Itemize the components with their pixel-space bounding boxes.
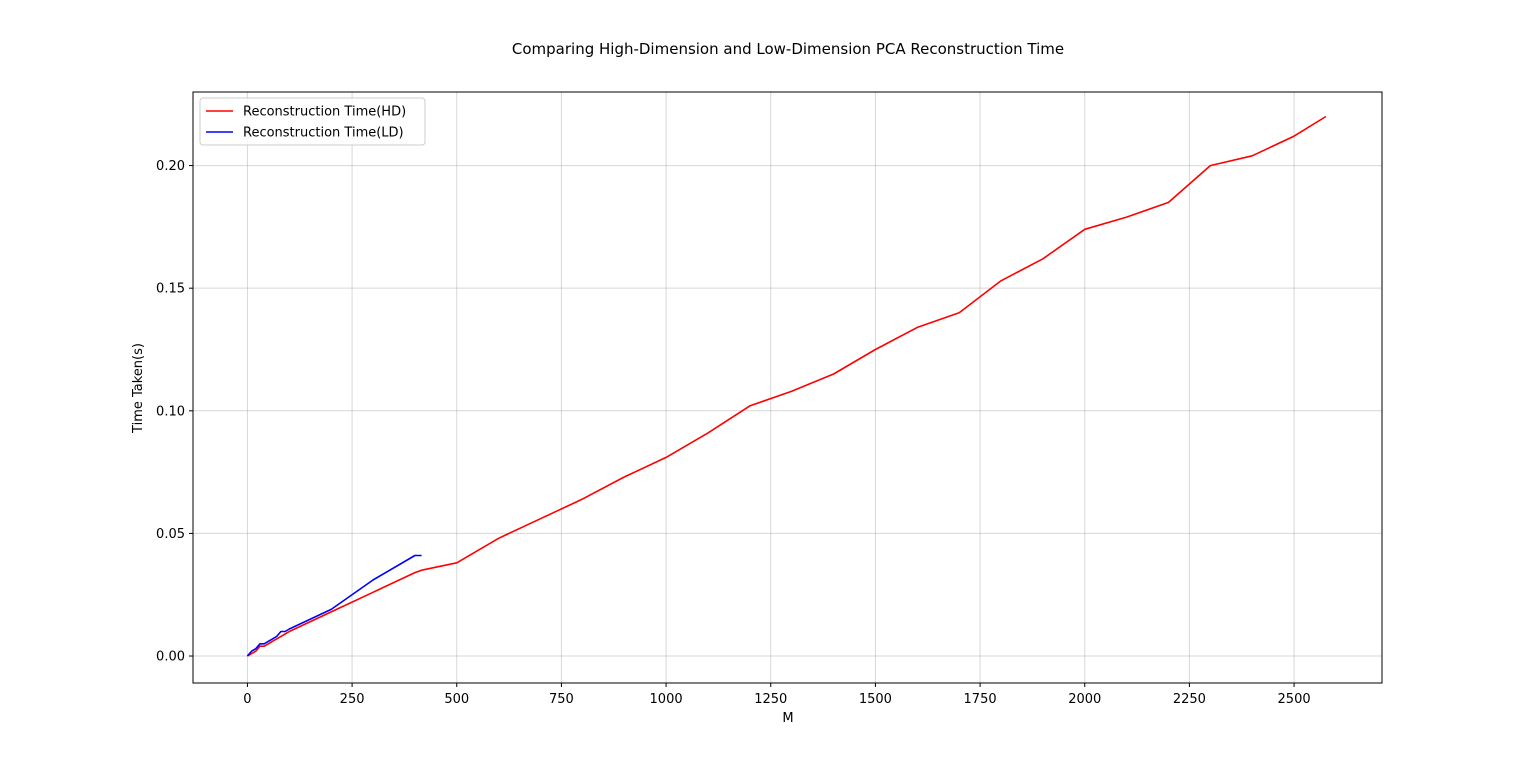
x-tick-label: 2250 [1173, 692, 1206, 707]
legend-label: Reconstruction Time(HD) [243, 105, 406, 120]
chart-title: Comparing High-Dimension and Low-Dimensi… [512, 40, 1064, 58]
y-axis-label: Time Taken(s) [131, 343, 146, 434]
plot-frame [192, 91, 1383, 684]
x-tick-label: 1500 [859, 692, 892, 707]
x-tick-label: 2500 [1278, 692, 1311, 707]
x-tick-label: 1750 [964, 692, 997, 707]
y-tick-label: 0.05 [156, 527, 185, 542]
x-axis: 0 250 500 750 1000 1250 1500 1750 2000 2250 2500 [243, 683, 1311, 707]
y-tick-label: 0.15 [156, 282, 185, 297]
y-axis: 0.00 0.05 0.10 0.15 0.20 [156, 159, 193, 665]
x-tick-label: 500 [444, 692, 469, 707]
plot-area [246, 115, 1327, 657]
grid [193, 92, 1382, 683]
legend: Reconstruction Time(HD) Reconstruction Ti… [199, 97, 426, 146]
y-tick-label: 0.10 [156, 404, 185, 419]
y-tick-label: 0.20 [156, 159, 185, 174]
series-line-hd [247, 115, 1327, 657]
series-line-ld [246, 554, 422, 657]
legend-box [199, 97, 426, 146]
x-tick-label: 0 [243, 692, 251, 707]
x-tick-label: 1000 [650, 692, 683, 707]
y-tick-label: 0.00 [156, 650, 185, 665]
x-tick-label: 250 [340, 692, 365, 707]
legend-label: Reconstruction Time(LD) [243, 126, 404, 141]
x-tick-label: 1250 [754, 692, 787, 707]
x-tick-label: 2000 [1068, 692, 1101, 707]
x-axis-label: M [782, 711, 793, 726]
x-tick-label: 750 [549, 692, 574, 707]
